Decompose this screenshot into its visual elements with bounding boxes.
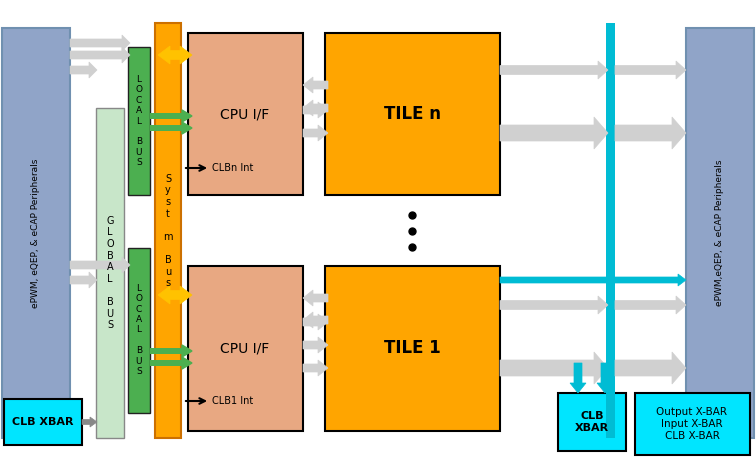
Polygon shape bbox=[82, 417, 97, 427]
Polygon shape bbox=[615, 61, 686, 79]
Text: Output X-BAR
Input X-BAR
CLB X-BAR: Output X-BAR Input X-BAR CLB X-BAR bbox=[656, 407, 727, 441]
Text: TILE 1: TILE 1 bbox=[383, 339, 441, 357]
Polygon shape bbox=[70, 62, 97, 78]
Polygon shape bbox=[500, 274, 686, 286]
Polygon shape bbox=[70, 47, 130, 63]
Text: G
L
O
B
A
L

B
U
S: G L O B A L B U S bbox=[106, 216, 114, 330]
Polygon shape bbox=[303, 77, 328, 93]
Bar bbox=[150, 125, 184, 131]
Text: CPU I/F: CPU I/F bbox=[221, 107, 270, 121]
Bar bbox=[686, 28, 754, 438]
Bar bbox=[4, 399, 82, 445]
Polygon shape bbox=[303, 290, 328, 306]
Text: ePWM,eQEP, & eCAP Peripherals: ePWM,eQEP, & eCAP Peripherals bbox=[715, 160, 724, 306]
Polygon shape bbox=[303, 312, 328, 328]
Bar bbox=[635, 393, 750, 455]
Text: L
O
C
A
L

B
U
S: L O C A L B U S bbox=[135, 75, 142, 167]
Polygon shape bbox=[303, 125, 328, 141]
Polygon shape bbox=[500, 61, 608, 79]
Bar bbox=[606, 23, 615, 438]
Polygon shape bbox=[500, 352, 608, 384]
Text: CLB1 Int: CLB1 Int bbox=[212, 396, 253, 406]
Text: L
O
C
A
L

B
U
S: L O C A L B U S bbox=[135, 284, 142, 376]
Polygon shape bbox=[70, 35, 130, 51]
Polygon shape bbox=[70, 272, 97, 288]
Polygon shape bbox=[615, 117, 686, 149]
Bar bbox=[128, 248, 150, 413]
Bar bbox=[188, 266, 303, 431]
Text: CLB XBAR: CLB XBAR bbox=[12, 417, 74, 427]
Polygon shape bbox=[570, 363, 586, 393]
Text: CLBn Int: CLBn Int bbox=[212, 163, 253, 173]
Polygon shape bbox=[500, 296, 608, 314]
Polygon shape bbox=[182, 122, 192, 134]
Text: TILE n: TILE n bbox=[383, 105, 441, 123]
Bar bbox=[128, 47, 150, 195]
Polygon shape bbox=[70, 257, 130, 273]
Polygon shape bbox=[303, 100, 328, 116]
Text: ePWM, eQEP, & eCAP Peripherals: ePWM, eQEP, & eCAP Peripherals bbox=[32, 158, 41, 308]
Polygon shape bbox=[303, 360, 328, 376]
Polygon shape bbox=[597, 363, 613, 393]
Bar bbox=[325, 33, 500, 195]
Bar bbox=[96, 108, 124, 438]
Bar bbox=[558, 393, 626, 451]
Polygon shape bbox=[158, 286, 192, 304]
Text: S
y
s
t

m

B
u
s: S y s t m B u s bbox=[163, 174, 173, 288]
Text: CLB
XBAR: CLB XBAR bbox=[575, 411, 609, 433]
Bar bbox=[155, 23, 181, 438]
Polygon shape bbox=[500, 117, 608, 149]
Polygon shape bbox=[182, 357, 192, 369]
Bar bbox=[2, 28, 70, 438]
Polygon shape bbox=[158, 46, 192, 64]
Polygon shape bbox=[303, 314, 328, 330]
Bar bbox=[150, 360, 184, 366]
Bar bbox=[325, 266, 500, 431]
Polygon shape bbox=[182, 345, 192, 357]
Bar bbox=[150, 113, 184, 119]
Polygon shape bbox=[182, 110, 192, 122]
Bar bbox=[188, 33, 303, 195]
Polygon shape bbox=[303, 102, 328, 118]
Polygon shape bbox=[303, 337, 328, 353]
Polygon shape bbox=[615, 352, 686, 384]
Polygon shape bbox=[615, 296, 686, 314]
Text: CPU I/F: CPU I/F bbox=[221, 341, 270, 355]
Bar bbox=[150, 348, 184, 354]
